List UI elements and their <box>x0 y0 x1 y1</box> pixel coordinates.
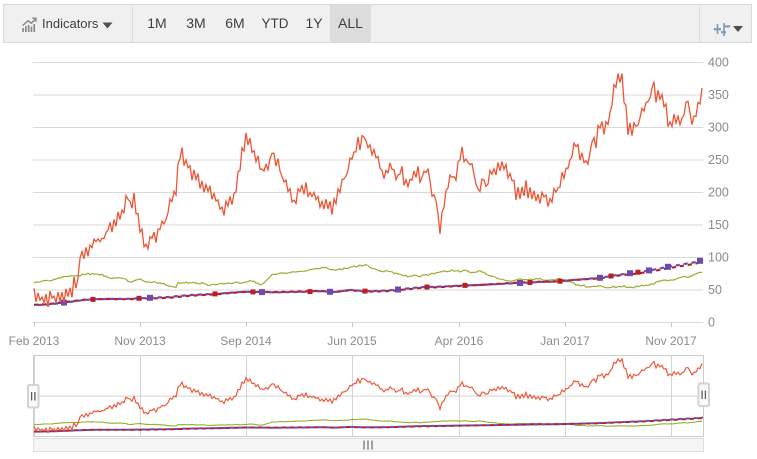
svg-text:400: 400 <box>708 56 729 70</box>
svg-text:350: 350 <box>708 88 729 102</box>
svg-text:Apr 2016: Apr 2016 <box>435 334 484 348</box>
svg-text:150: 150 <box>708 218 729 232</box>
svg-text:Jan 2017: Jan 2017 <box>540 334 590 348</box>
svg-text:Sep 2014: Sep 2014 <box>220 334 272 348</box>
svg-text:50: 50 <box>708 283 722 297</box>
svg-text:250: 250 <box>708 153 729 167</box>
svg-text:100: 100 <box>708 251 729 265</box>
svg-text:Feb 2013: Feb 2013 <box>9 334 60 348</box>
svg-text:Nov 2013: Nov 2013 <box>114 334 166 348</box>
svg-text:Jun 2015: Jun 2015 <box>327 334 377 348</box>
svg-text:Nov 2017: Nov 2017 <box>645 334 697 348</box>
svg-text:200: 200 <box>708 186 729 200</box>
svg-text:300: 300 <box>708 121 729 135</box>
svg-text:0: 0 <box>708 316 715 330</box>
